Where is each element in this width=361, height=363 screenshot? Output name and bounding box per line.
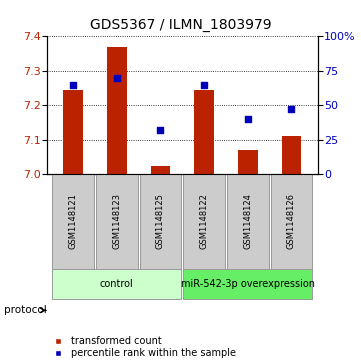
Bar (227, 174, 269, 269)
Bar (282, 136, 301, 174)
Text: control: control (100, 279, 134, 289)
Point (201, 82, 207, 87)
Text: GSM1148123: GSM1148123 (112, 193, 121, 249)
Text: GSM1148122: GSM1148122 (200, 193, 209, 249)
Bar (194, 90, 214, 174)
Point (158, 127, 164, 133)
Text: GSM1148126: GSM1148126 (287, 193, 296, 249)
Bar (63, 90, 83, 174)
Point (288, 106, 294, 112)
Bar (183, 174, 225, 269)
Point (245, 116, 251, 122)
Bar (139, 174, 182, 269)
Bar (238, 150, 258, 174)
Legend: transformed count, percentile rank within the sample: transformed count, percentile rank withi… (48, 336, 235, 358)
Bar (52, 269, 182, 299)
Text: miR-542-3p overexpression: miR-542-3p overexpression (181, 279, 315, 289)
Text: GSM1148125: GSM1148125 (156, 193, 165, 249)
Bar (107, 46, 127, 174)
Text: GDS5367 / ILMN_1803979: GDS5367 / ILMN_1803979 (90, 18, 271, 32)
Point (70, 82, 76, 87)
Text: GSM1148124: GSM1148124 (243, 193, 252, 249)
Bar (96, 174, 138, 269)
Bar (151, 166, 170, 174)
Bar (52, 174, 94, 269)
Text: protocol: protocol (4, 305, 46, 315)
Bar (270, 174, 312, 269)
Point (114, 75, 120, 81)
Bar (183, 269, 312, 299)
Text: GSM1148121: GSM1148121 (69, 193, 78, 249)
